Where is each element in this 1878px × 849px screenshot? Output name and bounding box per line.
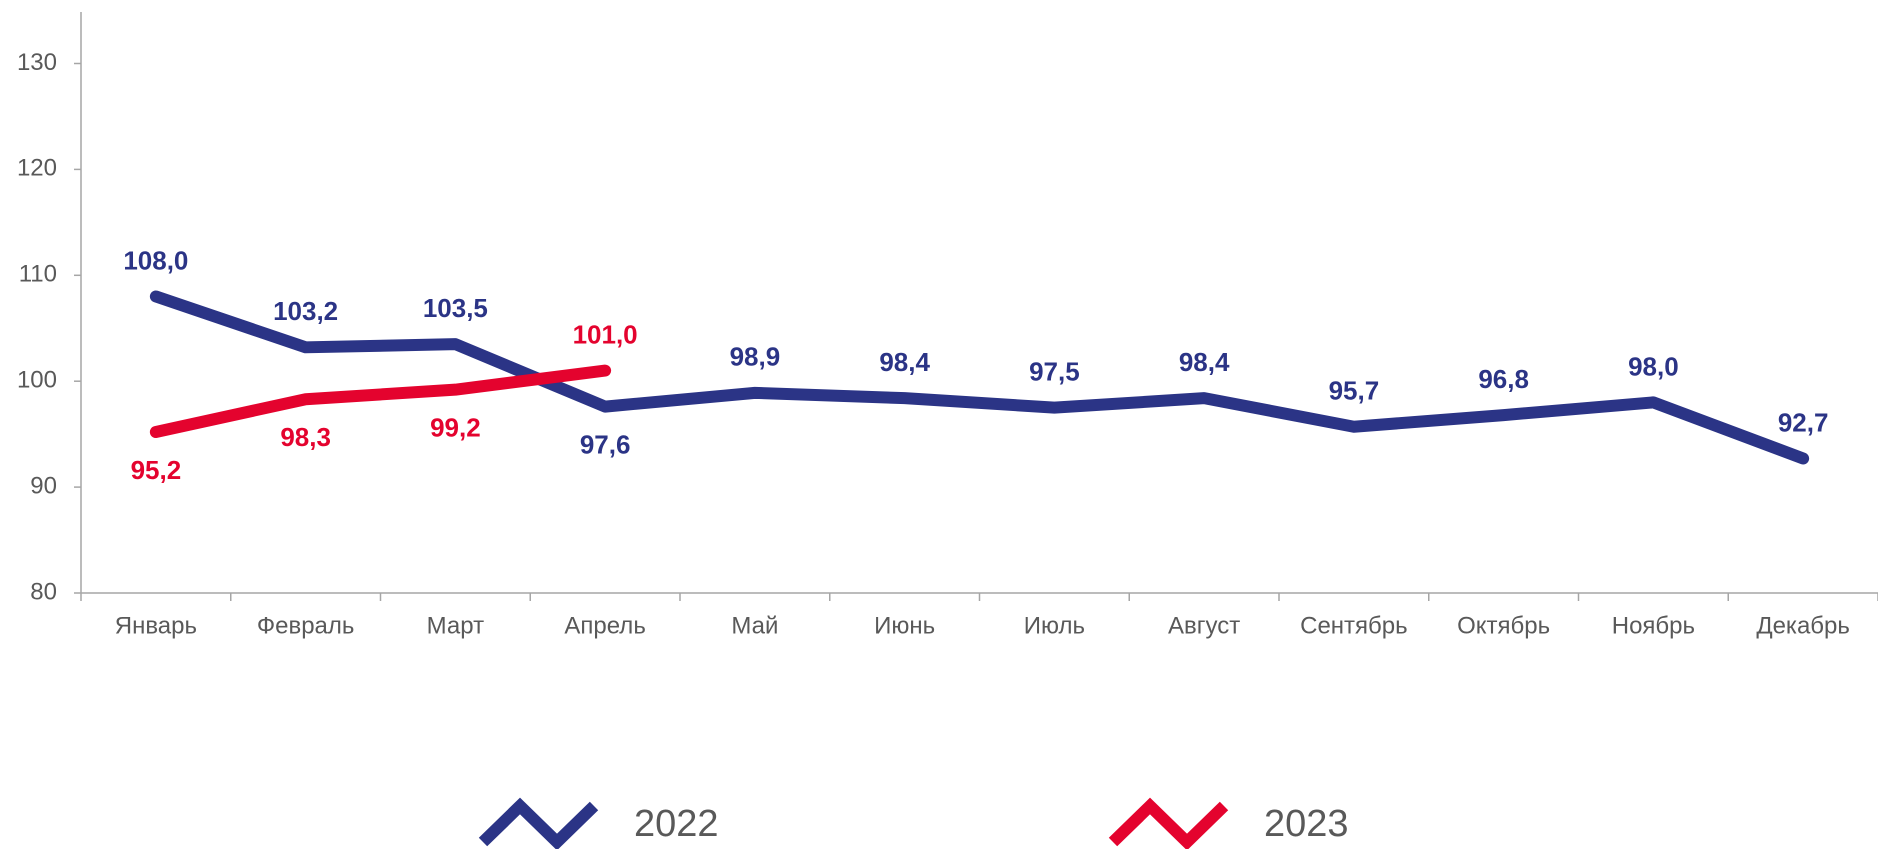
data-label: 103,2 (273, 296, 338, 326)
y-tick-label: 80 (30, 578, 57, 605)
data-label: 103,5 (423, 293, 488, 323)
x-tick-label: Февраль (257, 612, 355, 639)
data-label: 98,3 (280, 422, 331, 452)
series-line (149, 364, 612, 439)
data-label: 97,6 (580, 429, 631, 459)
x-tick-label: Декабрь (1756, 612, 1850, 639)
x-tick-label: Июнь (874, 612, 935, 639)
y-tick-label: 100 (17, 367, 57, 394)
data-label: 96,8 (1478, 364, 1529, 394)
data-label: 97,5 (1029, 357, 1080, 387)
y-tick-label: 120 (17, 155, 57, 182)
data-label: 98,4 (1179, 347, 1230, 377)
data-label: 98,0 (1628, 351, 1679, 381)
legend-marker (478, 797, 599, 849)
x-tick-label: Ноябрь (1612, 612, 1695, 639)
series-line (149, 290, 1810, 465)
y-tick-label: 90 (30, 472, 57, 499)
data-label: 98,9 (730, 342, 781, 372)
data-label: 99,2 (430, 413, 481, 443)
data-label: 108,0 (123, 245, 188, 275)
x-tick-label: Август (1168, 612, 1240, 639)
legend-label: 2022 (634, 803, 719, 845)
data-label: 101,0 (573, 319, 638, 349)
y-tick-label: 110 (19, 261, 57, 288)
x-tick-label: Март (427, 612, 484, 639)
x-tick-label: Май (731, 612, 778, 639)
y-tick-label: 130 (17, 49, 57, 76)
x-tick-label: Сентябрь (1300, 612, 1408, 639)
legend-marker (1108, 797, 1229, 849)
x-tick-label: Апрель (564, 612, 645, 639)
data-label: 92,7 (1778, 407, 1829, 437)
x-tick-label: Январь (115, 612, 197, 639)
data-label: 95,2 (131, 455, 182, 485)
x-tick-label: Июль (1024, 612, 1085, 639)
data-label: 98,4 (879, 347, 930, 377)
legend-label: 2023 (1264, 803, 1349, 845)
x-tick-label: Октябрь (1457, 612, 1550, 639)
data-label: 95,7 (1329, 376, 1380, 406)
